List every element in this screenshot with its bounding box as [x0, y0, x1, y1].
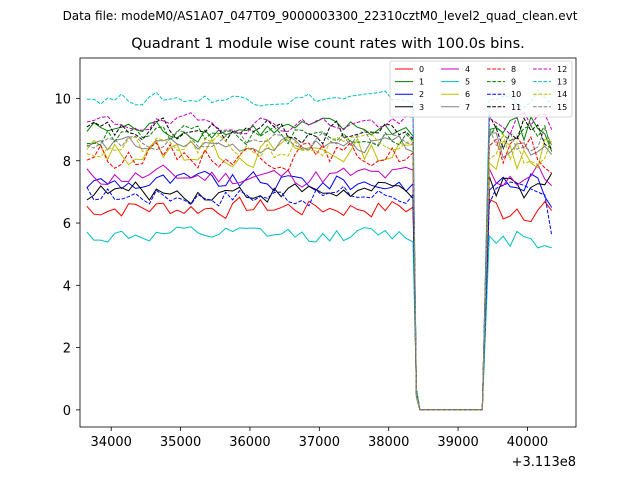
legend-label: 1 [419, 78, 424, 87]
legend-label: 2 [419, 90, 424, 99]
x-tick-label: 36000 [229, 435, 270, 450]
y-axis: 0 2 4 6 8 10 [54, 92, 80, 419]
series-line-15 [86, 127, 553, 411]
legend-label: 10 [511, 90, 521, 99]
chart-title: Quadrant 1 module wise count rates with … [131, 36, 525, 52]
legend-label: 14 [557, 90, 567, 99]
x-tick-label: 35000 [160, 435, 201, 450]
y-tick-label: 2 [63, 342, 71, 357]
figure-suptitle: Data file: modeM0/AS1A07_047T09_90000033… [63, 9, 578, 23]
x-tick-label: 40000 [507, 435, 548, 450]
y-tick-label: 0 [63, 404, 71, 419]
legend-label: 3 [419, 103, 424, 112]
legend-label: 15 [557, 103, 567, 112]
x-axis: 34000 35000 36000 37000 38000 39000 40000 [91, 427, 548, 450]
x-offset-label: +3.113e8 [512, 455, 576, 470]
legend-label: 6 [465, 90, 470, 99]
plot-area: 34000 35000 36000 37000 38000 39000 40000 0 2 4 6… [54, 57, 577, 470]
axes-frame [79, 57, 577, 428]
y-tick-label: 8 [63, 155, 71, 170]
x-tick-label: 37000 [299, 435, 340, 450]
legend-label: 9 [511, 78, 516, 87]
series-layer [86, 89, 553, 411]
legend-label: 4 [465, 65, 470, 74]
legend-label: 0 [419, 65, 424, 74]
legend-box [389, 60, 573, 118]
x-tick-label: 38000 [368, 435, 409, 450]
y-tick-label: 6 [63, 217, 71, 232]
legend-label: 12 [557, 65, 567, 74]
legend-label: 13 [557, 78, 567, 87]
y-tick-label: 4 [63, 279, 71, 294]
x-tick-label: 34000 [91, 435, 132, 450]
x-tick-label: 39000 [437, 435, 478, 450]
legend-label: 8 [511, 65, 516, 74]
y-tick-label: 10 [54, 92, 71, 107]
legend-label: 7 [465, 103, 470, 112]
legend-label: 5 [465, 78, 470, 87]
legend-label: 11 [511, 103, 521, 112]
